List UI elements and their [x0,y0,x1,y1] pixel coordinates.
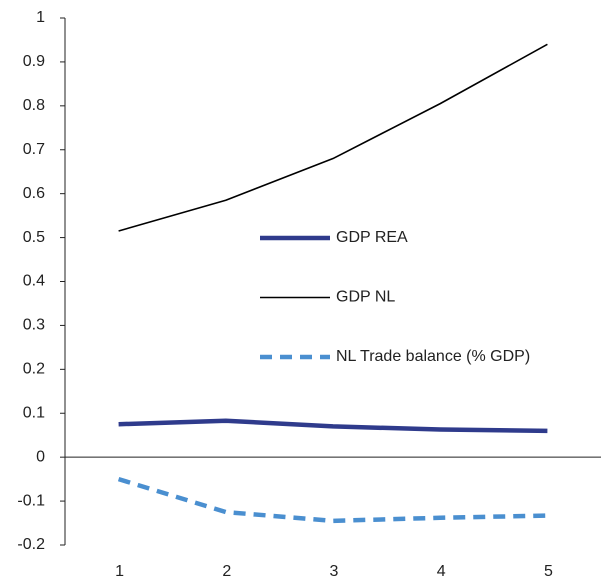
x-tick-label: 4 [437,563,446,580]
legend-label: NL Trade balance (% GDP) [336,348,530,365]
line-series [118,418,548,434]
x-tick-label: 3 [330,563,339,580]
y-tick-label: -0.2 [17,536,45,553]
y-tick-label: 0.3 [23,317,45,334]
y-tick-label: 1 [36,9,45,26]
x-tick-label: 1 [115,563,124,580]
legend-label: GDP REA [336,229,408,246]
line-series [117,476,548,524]
y-tick-label: 0.8 [23,97,45,114]
y-tick-label: 0 [36,448,45,465]
x-tick-label: 2 [222,563,231,580]
y-tick-label: 0.2 [23,361,45,378]
y-tick-label: 0.5 [23,229,45,246]
legend-label: GDP NL [336,289,395,306]
y-tick-label: 0.7 [23,141,45,158]
y-tick-label: 0.1 [23,404,45,421]
y-tick-label: -0.1 [17,492,45,509]
y-tick-label: 0.6 [23,185,45,202]
y-tick-label: 0.4 [23,273,45,290]
x-tick-label: 5 [544,563,553,580]
y-tick-label: 0.9 [23,53,45,70]
line-series [118,43,548,232]
